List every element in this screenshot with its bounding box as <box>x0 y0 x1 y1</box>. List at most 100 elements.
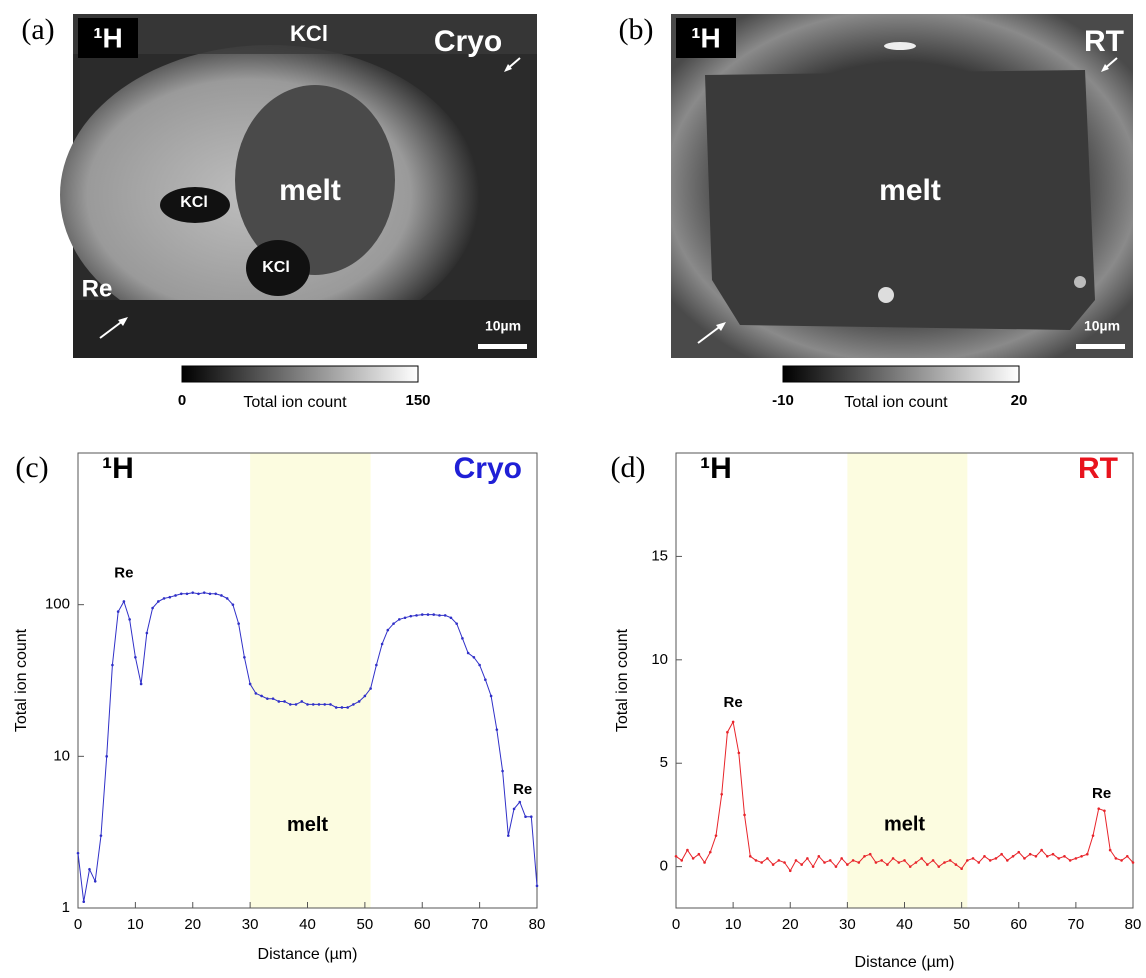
x-tick-label: 70 <box>1068 916 1085 933</box>
data-point <box>909 865 912 868</box>
data-point <box>369 687 372 690</box>
data-point <box>300 700 303 703</box>
data-point <box>524 815 527 818</box>
annotation: melt <box>287 814 328 836</box>
data-point <box>260 695 263 698</box>
chart-title: ¹H <box>102 452 134 485</box>
data-point <box>1046 855 1049 858</box>
data-point <box>232 603 235 606</box>
data-point <box>180 592 183 595</box>
data-point <box>415 614 418 617</box>
data-point <box>1126 855 1129 858</box>
data-point <box>846 863 849 866</box>
y-tick-label: 5 <box>660 754 668 771</box>
image-annotation: Cryo <box>434 25 502 58</box>
annotation: Re <box>1092 785 1111 802</box>
x-tick-label: 30 <box>839 916 856 933</box>
data-point <box>117 610 120 613</box>
x-tick-label: 10 <box>725 916 742 933</box>
x-tick-label: 30 <box>242 916 259 933</box>
data-point <box>398 618 401 621</box>
data-point <box>1103 809 1106 812</box>
data-point <box>949 859 952 862</box>
data-point <box>478 664 481 667</box>
data-point <box>738 752 741 755</box>
data-point <box>88 868 91 871</box>
data-point <box>783 861 786 864</box>
data-point <box>191 591 194 594</box>
data-point <box>897 861 900 864</box>
isotope-label: ¹H <box>93 22 123 53</box>
data-point <box>507 834 510 837</box>
data-point <box>686 849 689 852</box>
data-point <box>1006 859 1009 862</box>
data-point <box>915 861 918 864</box>
data-point <box>289 703 292 706</box>
data-point <box>295 703 298 706</box>
y-tick-label: 15 <box>651 547 668 564</box>
data-point <box>1097 807 1100 810</box>
data-point <box>977 861 980 864</box>
panel-label: (b) <box>619 13 654 46</box>
data-point <box>169 596 172 599</box>
data-point <box>375 664 378 667</box>
data-point <box>157 600 160 603</box>
data-point <box>226 597 229 600</box>
data-point <box>214 592 217 595</box>
panel-label: (a) <box>21 13 54 46</box>
data-point <box>197 592 200 595</box>
data-point <box>1132 861 1135 864</box>
data-point <box>1086 853 1089 856</box>
x-tick-label: 20 <box>782 916 799 933</box>
x-tick-label: 0 <box>74 916 82 933</box>
x-tick-label: 40 <box>896 916 913 933</box>
data-point <box>840 857 843 860</box>
scale-bar-label: 10µm <box>485 318 521 334</box>
data-point <box>105 755 108 758</box>
data-point <box>983 855 986 858</box>
data-point <box>1035 855 1038 858</box>
y-axis-label: Total ion count <box>13 628 30 732</box>
data-point <box>1115 857 1118 860</box>
y-tick-label: 0 <box>660 858 668 875</box>
data-point <box>903 859 906 862</box>
data-point <box>800 863 803 866</box>
annotation: Re <box>114 565 133 582</box>
data-point <box>880 859 883 862</box>
data-point <box>140 683 143 686</box>
image-annotation: KCl <box>290 21 328 46</box>
data-point <box>237 622 240 625</box>
data-point <box>1063 855 1066 858</box>
x-axis-label: Distance (µm) <box>855 954 955 971</box>
data-point <box>966 859 969 862</box>
colorbar-max: 20 <box>1011 392 1028 409</box>
data-point <box>318 703 321 706</box>
annotation: Re <box>724 694 743 711</box>
x-tick-label: 70 <box>471 916 488 933</box>
data-point <box>766 857 769 860</box>
data-point <box>323 703 326 706</box>
image-annotation: KCl <box>262 259 290 276</box>
data-point <box>920 857 923 860</box>
data-point <box>438 614 441 617</box>
chart-title: ¹H <box>700 452 732 485</box>
data-point <box>432 613 435 616</box>
x-tick-label: 10 <box>127 916 144 933</box>
data-point <box>1080 855 1083 858</box>
data-point <box>1075 857 1078 860</box>
data-point <box>220 594 223 597</box>
data-point <box>698 853 701 856</box>
data-point <box>128 618 131 621</box>
data-point <box>496 728 499 731</box>
data-point <box>392 622 395 625</box>
image-annotation: RT <box>1084 25 1124 58</box>
panel-label: (c) <box>15 451 48 484</box>
data-point <box>346 706 349 709</box>
data-point <box>186 592 189 595</box>
data-point <box>82 900 85 903</box>
data-point <box>1109 849 1112 852</box>
data-point <box>778 859 781 862</box>
data-point <box>364 695 367 698</box>
data-point <box>272 697 275 700</box>
y-axis-label: Total ion count <box>614 628 631 732</box>
